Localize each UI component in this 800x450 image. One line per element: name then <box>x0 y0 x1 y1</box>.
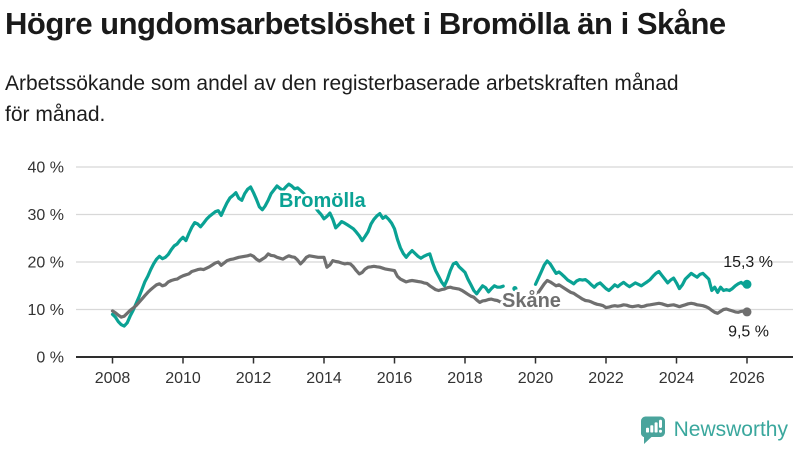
series-label-skane: Skåne <box>502 289 561 312</box>
x-tick-label: 2008 <box>95 370 131 387</box>
y-tick-label: 10 % <box>28 302 64 319</box>
subtitle-line-1: Arbetssökande som andel av den registerb… <box>5 72 679 95</box>
newsworthy-speech-bubble-bar-chart-icon <box>640 416 665 444</box>
y-tick-label: 30 % <box>28 207 64 224</box>
x-tick-label: 2024 <box>659 370 695 387</box>
end-value-label-skane: 9,5 % <box>728 324 769 341</box>
x-tick-label: 2012 <box>236 370 272 387</box>
end-dot-bromölla <box>742 279 752 289</box>
page-title: Högre ungdomsarbetslöshet i Bromölla än … <box>5 6 726 41</box>
end-value-label-bromolla: 15,3 % <box>723 254 773 271</box>
end-dot-skåne <box>742 307 752 317</box>
x-tick-label: 2022 <box>588 370 624 387</box>
line-bromölla <box>533 259 749 294</box>
unemployment-line-chart: 0 % 10 % 20 % 30 % 40 % 2008 2010 2012 2014 2016 2… <box>28 160 793 387</box>
x-tick-label: 2026 <box>729 370 765 387</box>
x-tick-label: 2018 <box>447 370 483 387</box>
x-tick-label: 2010 <box>165 370 201 387</box>
series-label-bromolla: Bromölla <box>279 190 367 212</box>
y-tick-label: 20 % <box>28 255 64 272</box>
newsworthy-logo: Newsworthy <box>639 415 788 445</box>
line-bromölla <box>110 182 505 328</box>
x-tick-label: 2016 <box>377 370 413 387</box>
x-tick-label: 2020 <box>518 370 554 387</box>
x-tick-label: 2014 <box>306 370 342 387</box>
subtitle-line-2: för månad. <box>5 103 106 126</box>
y-tick-label: 40 % <box>28 160 64 177</box>
isolated-point-bromölla <box>512 286 518 292</box>
newsworthy-logo-text: Newsworthy <box>673 418 788 441</box>
chart-subtitle: Arbetssökande som andel av den registerb… <box>5 68 790 130</box>
line-skåne <box>110 252 749 319</box>
y-tick-label: 0 % <box>36 350 64 367</box>
